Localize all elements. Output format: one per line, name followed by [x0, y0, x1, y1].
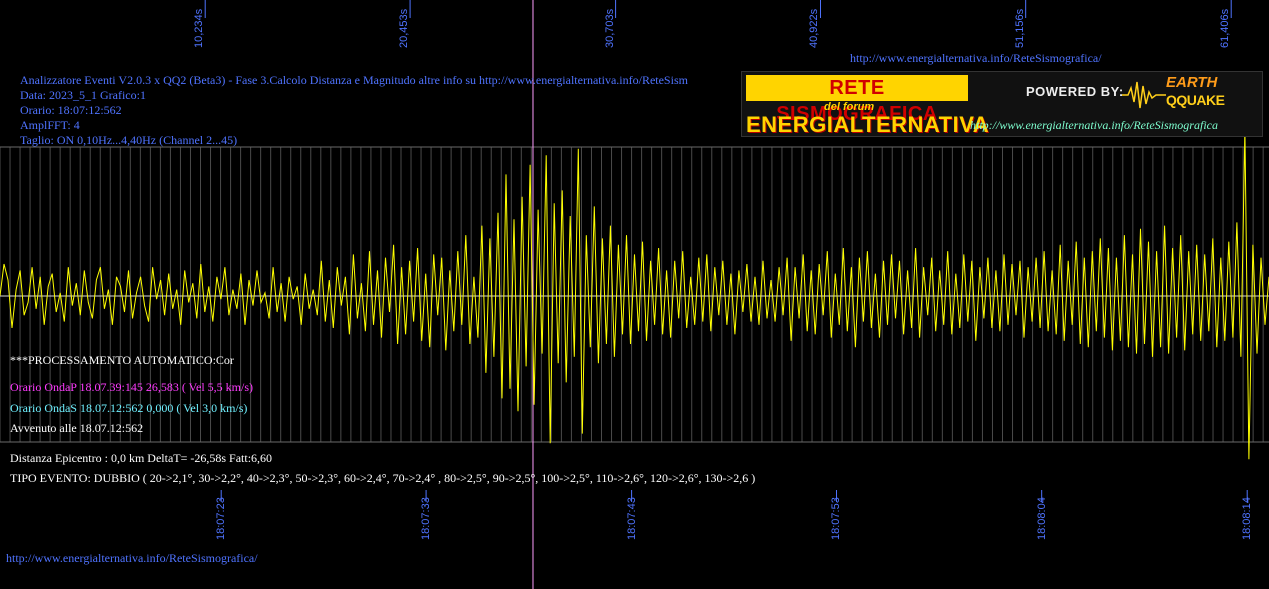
s-wave-time: Orario OndaS 18.07.12:562 0,000 ( Vel 3,…	[10, 401, 248, 415]
powered-by-label: POWERED BY:	[1026, 84, 1124, 99]
tick-marks	[204, 0, 1248, 502]
bottom-tick-label: 18:08:14	[1241, 497, 1254, 540]
top-tick-label: 30,703s	[603, 8, 616, 48]
bottom-tick-label: 18:08:04	[1035, 497, 1048, 540]
qquake-label: QQUAKE	[1166, 92, 1225, 108]
processing-status: ***PROCESSAMENTO AUTOMATICO:Cor	[10, 353, 234, 367]
header-title: Analizzatore Eventi V2.0.3 x QQ2 (Beta3)…	[20, 73, 688, 87]
bottom-tick-label: 18:07:33	[420, 497, 433, 540]
logo-brand: ENERGIALTERNATIVA	[746, 112, 990, 137]
top-tick-label: 61,406s	[1219, 8, 1232, 48]
p-wave-time: Orario OndaP 18.07.39:145 26,583 ( Vel 5…	[10, 380, 253, 394]
top-tick-label: 40,922s	[808, 8, 821, 48]
header-time: Orario: 18:07:12:562	[20, 103, 122, 117]
bottom-tick-label: 18:07:43	[625, 497, 638, 540]
earthquake-wave-icon	[1122, 81, 1166, 109]
logo-subtitle: del forum	[824, 101, 875, 113]
logo-title: RETE SISMOGRAFICA	[746, 75, 968, 125]
earth-label: EARTH	[1166, 74, 1218, 91]
bottom-tick-label: 18:07:23	[215, 497, 228, 540]
top-url-link[interactable]: http://www.energialternativa.info/ReteSi…	[850, 51, 1102, 65]
event-time: Avvenuto alle 18.07.12:562	[10, 421, 144, 435]
logo-url[interactable]: http://www.energialternativa.info/ReteSi…	[970, 118, 1218, 132]
logo-left-panel: RETE SISMOGRAFICA del forum ENERGIALTERN…	[744, 74, 989, 137]
header-ampl: AmplFFT: 4	[20, 118, 80, 132]
top-tick-label: 20,453s	[398, 8, 411, 48]
logo-right-panel: POWERED BY: EARTH QQUAKE http://www.ener…	[970, 72, 1262, 136]
seismic-trace	[0, 129, 1269, 460]
rete-sismografica-logo[interactable]: RETE SISMOGRAFICA del forum ENERGIALTERN…	[741, 71, 1263, 137]
top-tick-label: 10,234s	[193, 8, 206, 48]
epicenter-distance: Distanza Epicentro : 0,0 km DeltaT= -26,…	[10, 451, 273, 465]
bottom-url-link[interactable]: http://www.energialternativa.info/ReteSi…	[6, 551, 258, 565]
top-tick-label: 51,156s	[1013, 8, 1026, 48]
header-date: Data: 2023_5_1 Grafico:1	[20, 88, 146, 102]
bottom-tick-label: 18:07:53	[830, 497, 843, 540]
header-filter: Taglio: ON 0,10Hz...4,40Hz (Channel 2...…	[20, 133, 238, 147]
event-type: TIPO EVENTO: DUBBIO ( 20->2,1°, 30->2,2°…	[10, 471, 756, 485]
